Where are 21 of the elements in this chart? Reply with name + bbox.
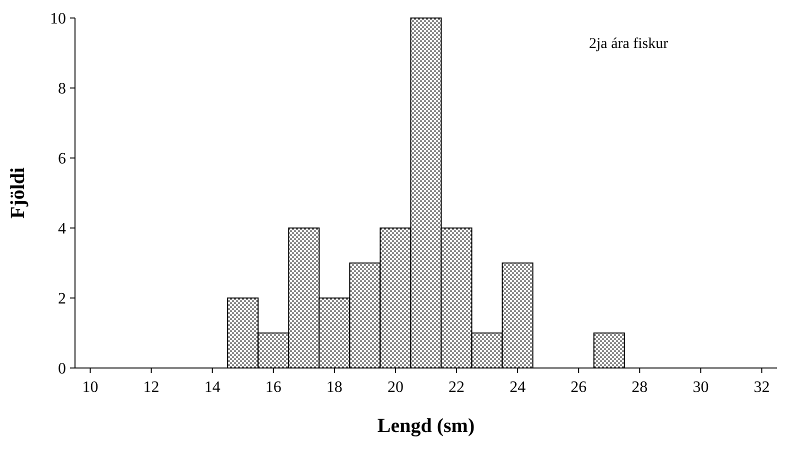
y-axis-title: Fjöldi [7,167,29,219]
x-tick-label: 18 [326,379,342,396]
y-tick-label: 10 [50,10,66,28]
annotation: 2ja ára fiskur [589,36,668,52]
y-tick-label: 8 [58,80,66,98]
x-tick-label: 10 [82,379,98,396]
x-tick-label: 12 [143,379,160,396]
x-tick-label: 22 [448,379,465,396]
x-tick-label: 24 [510,379,526,396]
x-tick-label: 32 [754,379,770,396]
x-axis-title: Lengd (sm) [377,415,475,437]
x-tick-label: 20 [387,379,404,396]
x-tick-label: 16 [265,379,282,396]
y-tick-label: 2 [58,290,66,308]
y-tick-label: 6 [58,150,66,168]
x-tick-label: 14 [204,379,220,396]
x-tick-label: 28 [632,379,648,396]
x-tick-label: 30 [692,379,709,396]
y-tick-label: 4 [58,220,66,238]
y-tick-label: 0 [58,360,66,378]
x-tick-label: 26 [570,379,587,396]
